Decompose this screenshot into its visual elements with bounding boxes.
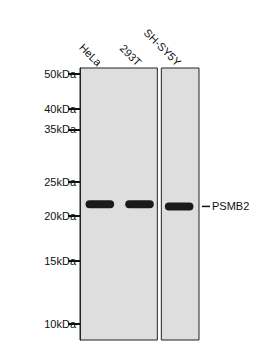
svg-text:10kDa: 10kDa <box>44 318 77 330</box>
svg-text:HeLa: HeLa <box>77 41 105 69</box>
svg-text:25kDa: 25kDa <box>44 176 77 188</box>
svg-text:40kDa: 40kDa <box>44 103 77 115</box>
svg-text:20kDa: 20kDa <box>44 210 77 222</box>
svg-text:50kDa: 50kDa <box>44 68 77 80</box>
svg-text:15kDa: 15kDa <box>44 255 77 267</box>
svg-text:SH-SY5Y: SH-SY5Y <box>142 27 184 69</box>
svg-text:PSMB2: PSMB2 <box>212 200 249 212</box>
svg-text:35kDa: 35kDa <box>44 123 77 135</box>
svg-text:293T: 293T <box>118 42 144 68</box>
